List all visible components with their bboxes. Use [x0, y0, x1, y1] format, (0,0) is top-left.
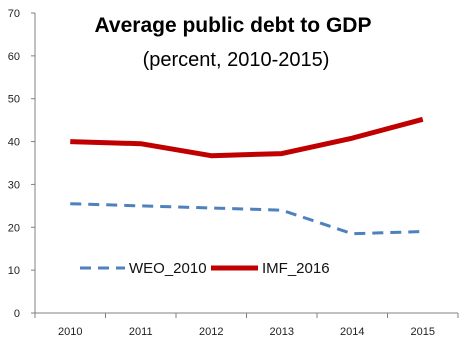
- x-tick-label: 2011: [129, 326, 153, 338]
- y-tick-label: 70: [8, 8, 20, 20]
- y-tick-label: 30: [8, 179, 20, 191]
- legend-label-imf-2016: IMF_2016: [262, 260, 330, 277]
- series-line-weo-2010: [70, 202, 423, 236]
- y-tick-label: 10: [8, 265, 20, 277]
- chart-title: Average public debt to GDP: [95, 14, 372, 37]
- series-line-imf-2016: [70, 116, 424, 159]
- x-tick-label: 2010: [58, 326, 82, 338]
- axes: 0 10 20 30 40 50 60 70 2010 2011 2012 2013 2014 2015: [8, 8, 459, 338]
- x-tick-label: 2013: [270, 326, 294, 338]
- x-tick-label: 2015: [411, 326, 435, 338]
- y-tick-label: 20: [8, 222, 20, 234]
- legend: WEO_2010 IMF_2016: [80, 260, 330, 277]
- x-tick-label: 2014: [340, 326, 364, 338]
- legend-label-weo-2010: WEO_2010: [129, 260, 207, 277]
- y-tick-label: 40: [8, 137, 20, 149]
- y-tick-label: 50: [8, 94, 20, 106]
- chart-subtitle: (percent, 2010-2015): [143, 49, 330, 71]
- series-layer: [70, 116, 424, 236]
- x-tick-label: 2012: [199, 326, 223, 338]
- y-tick-label: 60: [8, 51, 20, 63]
- y-tick-label: 0: [14, 308, 20, 320]
